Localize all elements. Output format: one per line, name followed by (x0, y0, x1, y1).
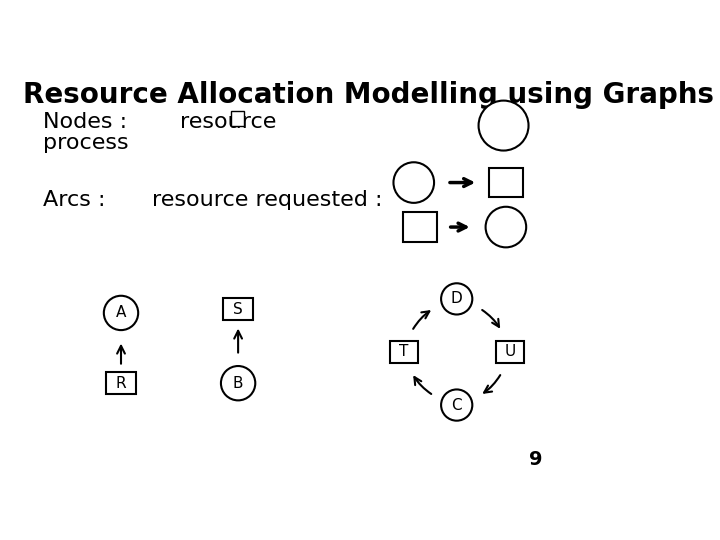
Circle shape (485, 207, 526, 247)
Text: Arcs :: Arcs : (43, 191, 105, 211)
Circle shape (104, 296, 138, 330)
Text: resource requested :: resource requested : (152, 191, 383, 211)
Text: C: C (451, 397, 462, 413)
Text: U: U (504, 345, 516, 360)
Bar (223, 298, 253, 320)
Text: 9: 9 (529, 450, 543, 469)
Text: S: S (233, 301, 243, 316)
Text: R: R (116, 376, 126, 391)
Circle shape (393, 162, 434, 203)
Text: Resource Allocation Modelling using Graphs: Resource Allocation Modelling using Grap… (24, 81, 714, 109)
Bar (231, 111, 244, 126)
Text: Nodes :: Nodes : (43, 112, 127, 132)
Bar (106, 372, 136, 394)
Bar (496, 341, 524, 363)
Text: process: process (43, 133, 129, 153)
Bar (402, 212, 437, 242)
Text: D: D (451, 292, 462, 306)
Circle shape (441, 389, 472, 421)
Circle shape (479, 100, 528, 151)
Bar (390, 341, 418, 363)
Text: A: A (116, 306, 126, 320)
Circle shape (221, 366, 256, 400)
Bar (489, 168, 523, 198)
Text: B: B (233, 376, 243, 391)
Text: resource: resource (179, 112, 276, 132)
Circle shape (441, 284, 472, 314)
Text: T: T (399, 345, 408, 360)
